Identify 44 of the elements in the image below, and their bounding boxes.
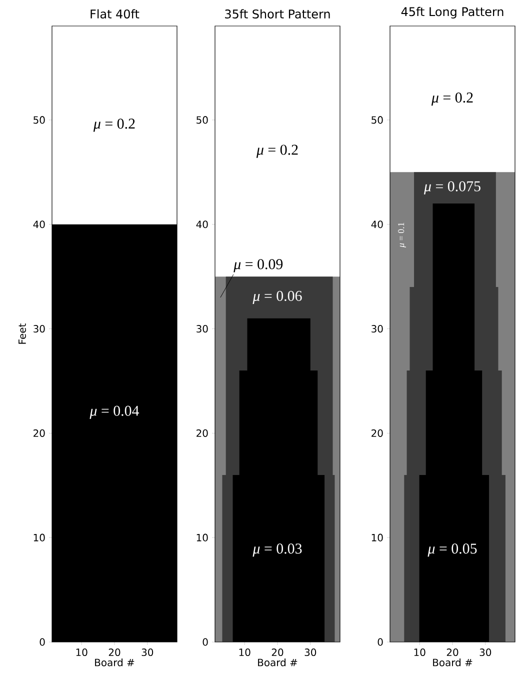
- annotation: μ = 0.2: [256, 144, 298, 158]
- annotation: μ = 0.03: [252, 544, 302, 557]
- annotation: μ = 0.09: [234, 259, 283, 272]
- y-tick-label: 30: [34, 325, 45, 333]
- y-tick-label: 20: [372, 429, 383, 437]
- x-axis-title: Board #: [258, 658, 298, 666]
- annotation: μ = 0.06: [252, 290, 302, 304]
- y-tick-label: 30: [196, 325, 208, 333]
- y-tick-label: 50: [372, 116, 383, 124]
- x-tick-label: 20: [446, 648, 458, 656]
- annotation: μ = 0.2: [93, 118, 135, 132]
- x-axis-title: Board #: [433, 658, 472, 666]
- annotation: μ = 0.04: [90, 406, 140, 419]
- y-tick-label: 10: [34, 534, 45, 542]
- y-tick-label: 40: [371, 220, 383, 228]
- chart-title: Flat 40ft: [90, 9, 140, 18]
- x-tick-label: 10: [414, 648, 426, 656]
- y-tick-label: 0: [202, 638, 208, 646]
- annotation: μ = 0.075: [424, 181, 480, 194]
- annotation: μ = 0.05: [428, 544, 477, 557]
- y-tick-label: 20: [196, 429, 208, 437]
- y-tick-label: 20: [34, 429, 45, 437]
- x-tick-label: 30: [304, 648, 316, 656]
- y-tick-label: 40: [33, 220, 45, 228]
- annotation: μ = 0.1: [398, 222, 406, 248]
- x-tick-label: 30: [480, 648, 492, 656]
- y-tick-label: 50: [34, 116, 45, 124]
- x-tick-label: 10: [76, 648, 88, 656]
- annotation: μ = 0.2: [431, 92, 473, 106]
- chart-title: 45ft Long Pattern: [401, 6, 504, 18]
- x-tick-label: 20: [108, 648, 120, 656]
- x-tick-label: 30: [142, 648, 154, 656]
- y-tick-label: 0: [40, 638, 45, 646]
- y-tick-label: 30: [372, 325, 383, 333]
- chart-title: 35ft Short Pattern: [225, 9, 330, 18]
- y-tick-label: 50: [196, 116, 208, 124]
- y-tick-label: 10: [196, 534, 208, 542]
- y-tick-label: 40: [196, 220, 208, 228]
- x-tick-label: 10: [239, 648, 250, 656]
- y-axis-title: Feet: [18, 324, 26, 344]
- y-tick-label: 10: [372, 534, 383, 542]
- y-tick-label: 0: [378, 638, 383, 646]
- x-axis-title: Board #: [95, 658, 134, 666]
- x-tick-label: 20: [272, 648, 284, 656]
